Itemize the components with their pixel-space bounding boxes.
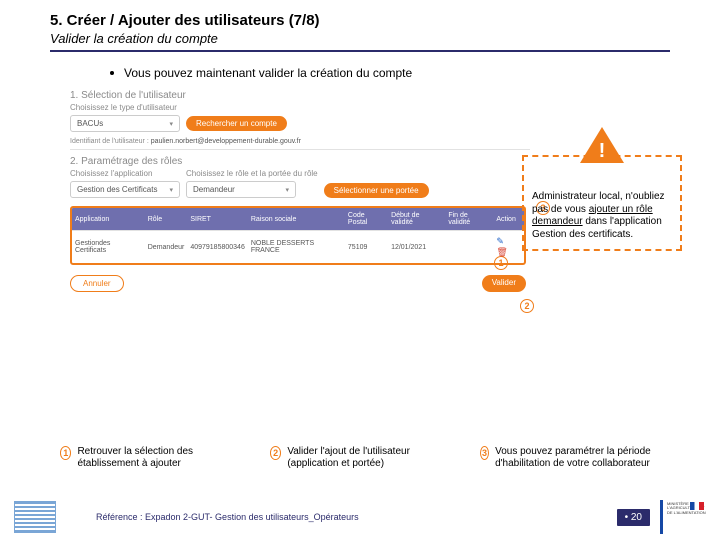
th-fin: Fin de validité: [445, 208, 493, 231]
page-subtitle: Valider la création du compte: [50, 31, 670, 46]
cell-app: Gestiondes Certificats: [72, 231, 145, 264]
th-role: Rôle: [145, 208, 188, 231]
user-type-dropdown[interactable]: BACUs ▾: [70, 115, 180, 132]
th-raison: Raison sociale: [248, 208, 345, 231]
badge-2: 2: [270, 446, 281, 460]
badge-1: 1: [60, 446, 71, 460]
badge-3: 3: [480, 446, 489, 460]
ministry-text: MINISTÈRE DE L'AGRICULTURE ET DE L'ALIME…: [667, 501, 706, 515]
ident-value: paulien.norbert@developpement-durable.go…: [151, 138, 301, 145]
cell-raison: NOBLE DESSERTS FRANCE: [248, 231, 345, 264]
th-app: Application: [72, 208, 145, 231]
callout-2-marker: 2: [520, 296, 534, 314]
page-title: 5. Créer / Ajouter des utilisateurs (7/8…: [50, 12, 670, 29]
warning-box: ! Administrateur local, n'oubliez pas de…: [522, 155, 682, 251]
th-cp: Code Postal: [345, 208, 388, 231]
cell-fin: [445, 231, 493, 264]
validate-button[interactable]: Valider: [482, 275, 526, 292]
app-screenshot: 1. Sélection de l'utilisateur Choisissez…: [70, 90, 530, 292]
warning-bang-icon: !: [599, 139, 606, 164]
th-action: Action: [493, 208, 524, 231]
ident-label: Identifiant de l'utilisateur :: [70, 138, 149, 145]
chevron-down-icon: ▾: [169, 120, 173, 128]
chevron-down-icon: ▾: [285, 186, 289, 194]
cell-cp: 75109: [345, 231, 388, 264]
ministry-logo: MINISTÈRE DE L'AGRICULTURE ET DE L'ALIME…: [660, 500, 706, 534]
th-debut: Début de validité: [388, 208, 445, 231]
cell-actions: ✎ 🗑: [493, 231, 524, 264]
section1-heading: 1. Sélection de l'utilisateur: [70, 90, 530, 101]
app-dropdown[interactable]: Gestion des Certificats ▾: [70, 181, 180, 198]
legend-text-2: Valider l'ajout de l'utilisateur (applic…: [287, 446, 462, 470]
role-value: Demandeur: [193, 185, 235, 194]
bullet-icon: [110, 71, 114, 75]
page-number: • 20: [617, 509, 650, 526]
roles-table-highlight: Application Rôle SIRET Raison sociale Co…: [70, 206, 526, 265]
legend-text-1: Retrouver la sélection des établissement…: [77, 446, 251, 470]
user-type-label: Choisissez le type d'utilisateur: [70, 103, 530, 112]
edit-icon[interactable]: ✎: [496, 236, 504, 246]
footer: Référence : Expadon 2-GUT- Gestion des u…: [0, 494, 720, 540]
page-value: 20: [631, 512, 642, 523]
title-block: 5. Créer / Ajouter des utilisateurs (7/8…: [50, 12, 670, 52]
roles-table: Application Rôle SIRET Raison sociale Co…: [72, 208, 524, 263]
cell-debut: 12/01/2021: [388, 231, 445, 264]
select-scope-button[interactable]: Sélectionner une portée: [324, 183, 429, 198]
section2-heading: 2. Paramétrage des rôles: [70, 156, 530, 167]
chevron-down-icon: ▾: [169, 186, 173, 194]
role-label: Choisissez le rôle et la portée du rôle: [186, 169, 318, 178]
legend-item-3: 3 Vous pouvez paramétrer la période d'ha…: [480, 446, 680, 470]
table-row: Gestiondes Certificats Demandeur 4097918…: [72, 231, 524, 264]
intro-text: Vous pouvez maintenant valider la créati…: [124, 66, 412, 80]
badge-2: 2: [520, 299, 534, 313]
legend-item-2: 2 Valider l'ajout de l'utilisateur (appl…: [270, 446, 462, 470]
role-dropdown[interactable]: Demandeur ▾: [186, 181, 296, 198]
franceagrimer-logo: [14, 501, 56, 533]
delete-icon[interactable]: 🗑: [496, 247, 507, 257]
legend: 1 Retrouver la sélection des établisseme…: [60, 446, 680, 470]
user-type-value: BACUs: [77, 119, 103, 128]
th-siret: SIRET: [187, 208, 248, 231]
legend-item-1: 1 Retrouver la sélection des établisseme…: [60, 446, 252, 470]
app-label: Choisissez l'application: [70, 169, 180, 178]
cancel-button[interactable]: Annuler: [70, 275, 124, 292]
intro-bullet: Vous pouvez maintenant valider la créati…: [110, 66, 670, 80]
divider: [70, 149, 530, 150]
legend-text-3: Vous pouvez paramétrer la période d'habi…: [495, 446, 680, 470]
cell-siret: 40979185800346: [187, 231, 248, 264]
user-identifier: Identifiant de l'utilisateur : paulien.n…: [70, 138, 530, 145]
footer-reference: Référence : Expadon 2-GUT- Gestion des u…: [96, 512, 359, 522]
cell-role: Demandeur: [145, 231, 188, 264]
search-account-button[interactable]: Rechercher un compte: [186, 116, 287, 131]
app-value: Gestion des Certificats: [77, 185, 157, 194]
